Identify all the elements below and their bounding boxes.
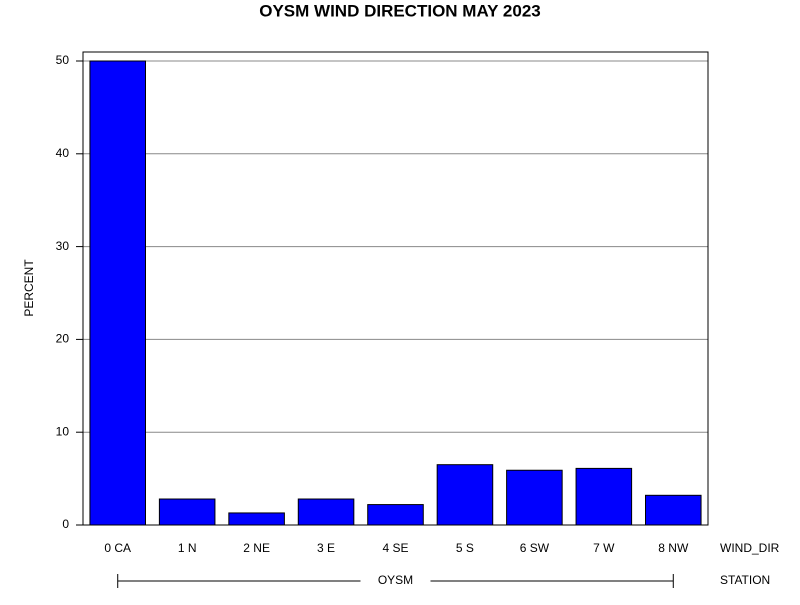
x-tick-label: 5 S <box>456 541 474 555</box>
chart-title: OYSM WIND DIRECTION MAY 2023 <box>259 1 541 20</box>
y-tick-label: 0 <box>62 517 69 531</box>
x-tick-label: 0 CA <box>104 541 131 555</box>
y-tick-label: 30 <box>56 239 70 253</box>
bar <box>367 504 424 526</box>
y-tick-label: 20 <box>56 332 70 346</box>
y-tick-label: 40 <box>56 146 70 160</box>
x-tick-label: 3 E <box>317 541 335 555</box>
x-tick-label: 1 N <box>178 541 197 555</box>
bar <box>436 464 494 526</box>
y-tick-label: 50 <box>56 53 70 67</box>
y-axis-label: PERCENT <box>22 259 36 317</box>
x-tick-label: 6 SW <box>520 541 550 555</box>
x-tick-label: 8 NW <box>658 541 689 555</box>
bar <box>228 512 285 526</box>
bar <box>89 60 146 526</box>
plot-frame <box>82 51 709 526</box>
group-label: OYSM <box>378 573 413 587</box>
x-axis-label: WIND_DIR <box>720 541 780 555</box>
x-tick-label: 7 W <box>593 541 615 555</box>
bar <box>575 467 633 526</box>
bar <box>506 469 563 526</box>
bar <box>158 498 216 526</box>
x-tick-label: 2 NE <box>243 541 270 555</box>
y-tick-label: 10 <box>56 424 70 438</box>
group-axis-label: STATION <box>720 573 770 587</box>
bar <box>297 498 355 526</box>
bar <box>645 494 702 526</box>
x-tick-label: 4 SE <box>382 541 408 555</box>
